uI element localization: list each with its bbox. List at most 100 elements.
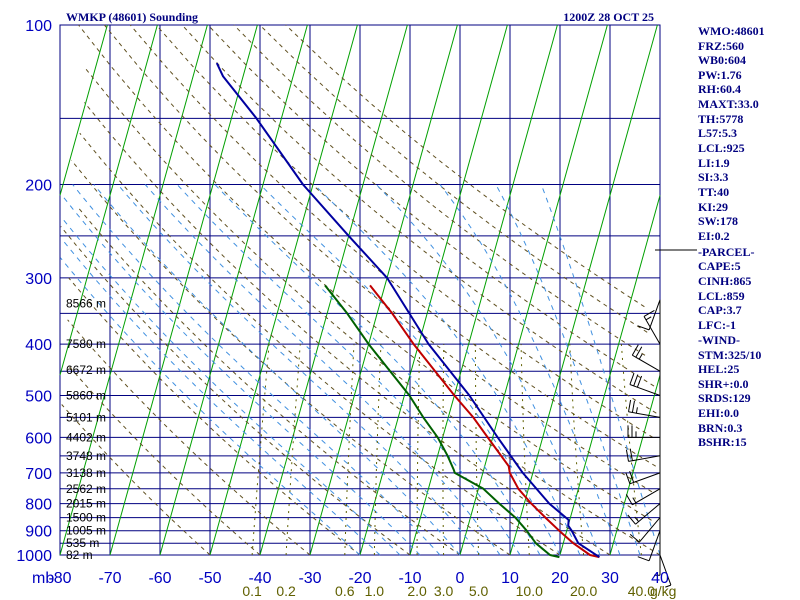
index-cape: CAPE:5 xyxy=(698,259,741,273)
height-label: 1500 m xyxy=(66,511,106,525)
dry-adiabat-line xyxy=(67,319,311,556)
index-parcel-lcl: LCL:859 xyxy=(698,289,745,303)
height-label: 7580 m xyxy=(66,337,106,351)
index-lfc: LFC:-1 xyxy=(698,318,736,332)
pressure-tick-label: 600 xyxy=(25,430,52,447)
moist-adiabat-line xyxy=(117,184,481,556)
parcel-header: -PARCEL- xyxy=(698,245,754,259)
dry-adiabat-line xyxy=(61,404,211,556)
wind-barb xyxy=(629,517,661,543)
mixing-ratio-tick-label: 1.0 xyxy=(365,583,385,599)
isotherm-line xyxy=(159,24,308,556)
height-label: 4402 m xyxy=(66,430,106,444)
moist-adiabat-line xyxy=(144,184,501,556)
temperature-tick-label: -50 xyxy=(198,570,221,587)
index-ei: EI:0.2 xyxy=(698,229,730,243)
mixing-ratio-tick-label: 3.0 xyxy=(434,583,454,599)
moist-adiabat-line xyxy=(60,257,361,556)
wind-barb xyxy=(625,471,661,485)
index-th: TH:5778 xyxy=(698,112,743,126)
temperature-tick-label: -60 xyxy=(148,570,171,587)
height-label: 3138 m xyxy=(66,466,106,480)
moist-adiabat-line xyxy=(60,216,401,556)
height-label: 3748 m xyxy=(66,449,106,463)
index-li: LI:1.9 xyxy=(698,156,730,170)
pressure-tick-label: 1000 xyxy=(16,548,52,565)
chart-time: 1200Z 28 OCT 25 xyxy=(563,10,654,24)
temperature-tick-label: 0 xyxy=(456,570,465,587)
isotherm-line xyxy=(59,24,158,376)
index-wb0: WB0:604 xyxy=(698,53,746,67)
wind-barb xyxy=(627,425,660,438)
index-cinh: CINH:865 xyxy=(698,274,751,288)
dry-adiabat-line xyxy=(68,365,261,556)
isotherm-line xyxy=(59,24,108,196)
temperature-tick-labels: -80 -70 -60 -50 -40 -30 -20 -10 0 10 20 30 40 xyxy=(48,570,669,587)
moist-adiabat-line xyxy=(214,184,541,556)
dry-adiabat-line xyxy=(71,159,511,556)
isotherm-line xyxy=(309,24,458,556)
dry-adiabat-line xyxy=(79,132,561,556)
index-si: SI:3.3 xyxy=(698,170,728,184)
moist-adiabat-lines xyxy=(60,184,661,556)
temperature-tick-label: -80 xyxy=(48,570,71,587)
index-ehi: EHI:0.0 xyxy=(698,406,739,420)
pressure-tick-label: 100 xyxy=(25,18,52,35)
wind-barb xyxy=(625,488,661,506)
moist-adiabat-line xyxy=(495,184,641,556)
moist-adiabat-line xyxy=(62,240,381,556)
dry-adiabat-line xyxy=(259,24,648,333)
temperature-tick-label: 30 xyxy=(601,570,619,587)
dry-adiabat-line xyxy=(155,24,654,438)
pressure-tick-label: 900 xyxy=(25,524,52,541)
moist-adiabat-line xyxy=(540,184,661,556)
mixing-ratio-tick-labels: 0.1 0.2 0.6 1.0 2.0 3.0 5.0 10.0 20.0 40.0 xyxy=(242,583,655,599)
wind-barb xyxy=(643,309,661,345)
mixing-ratio-tick-label: 5.0 xyxy=(469,583,489,599)
index-pw: PW:1.76 xyxy=(698,68,742,82)
index-sw: SW:178 xyxy=(698,214,738,228)
wind-barb xyxy=(631,344,661,372)
temperature-tick-label: 20 xyxy=(551,570,569,587)
temperature-tick-label: -70 xyxy=(98,570,121,587)
temperature-tick-label: -40 xyxy=(248,570,271,587)
index-cap: CAP:3.7 xyxy=(698,303,742,317)
height-label: 2562 m xyxy=(66,482,106,496)
wind-barb xyxy=(627,503,661,525)
mixing-ratio-tick-label: 2.0 xyxy=(407,583,427,599)
series-line-temperature xyxy=(369,284,600,559)
moist-adiabat-line xyxy=(375,184,601,556)
dry-adiabat-line xyxy=(233,24,646,356)
index-stm: STM:325/10 xyxy=(698,348,761,362)
wind-barb xyxy=(659,554,672,588)
isotherm-line xyxy=(209,24,358,556)
isotherm-line xyxy=(409,24,558,556)
pressure-tick-label: 500 xyxy=(25,388,52,405)
moist-adiabat-line xyxy=(259,184,561,556)
index-brn: BRN:0.3 xyxy=(698,421,742,435)
moist-adiabat-line xyxy=(313,184,581,556)
wind-header: -WIND- xyxy=(698,333,740,347)
index-shr: SHR+:0.0 xyxy=(698,377,749,391)
height-label: 535 m xyxy=(66,536,99,550)
height-label: 1005 m xyxy=(66,524,106,538)
pressure-tick-label: 300 xyxy=(25,271,52,288)
pressure-tick-labels: 100 200 300 400 500 600 700 800 900 1000 xyxy=(16,18,52,565)
pressure-tick-label: 200 xyxy=(25,178,52,195)
moist-adiabat-line xyxy=(439,184,621,556)
height-label: 6672 m xyxy=(66,363,106,377)
index-frz: FRZ:560 xyxy=(698,39,744,53)
dry-adiabat-line xyxy=(68,277,361,556)
pressure-unit-label: mb xyxy=(32,570,54,587)
index-maxt: MAXT:33.0 xyxy=(698,97,759,111)
wind-barb xyxy=(625,448,661,462)
chart-title: WMKP (48601) Sounding xyxy=(66,10,198,24)
dry-adiabat-line xyxy=(285,24,645,308)
wind-barb xyxy=(637,299,661,331)
height-label: 82 m xyxy=(66,548,93,562)
temperature-tick-label: -10 xyxy=(398,570,421,587)
dry-adiabat-line xyxy=(84,102,611,556)
isotherm-line xyxy=(109,24,258,556)
mixing-ratio-tick-label: 20.0 xyxy=(570,583,597,599)
